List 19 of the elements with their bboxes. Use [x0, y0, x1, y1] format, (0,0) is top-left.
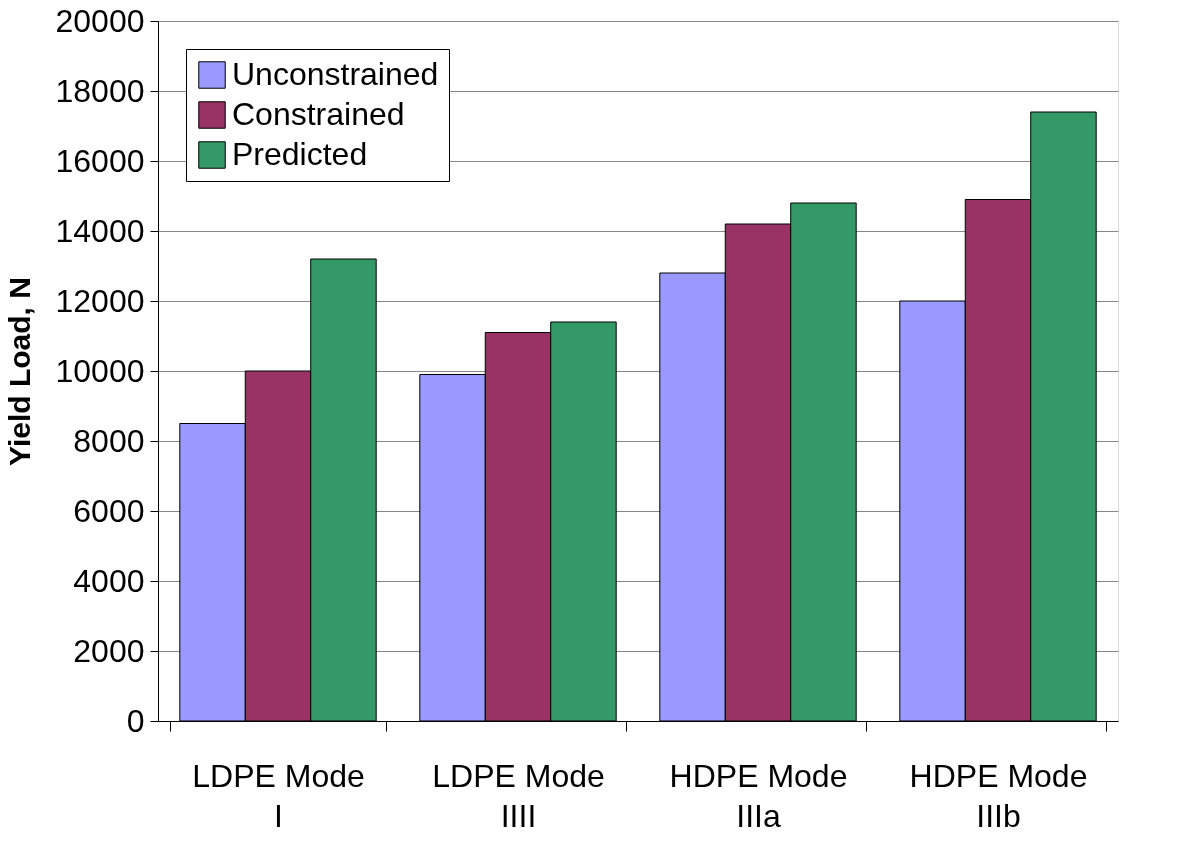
x-tick-label: LDPE Mode I [192, 757, 365, 834]
y-tick-label: 2000 [73, 632, 145, 669]
y-tick-label: 8000 [73, 422, 145, 459]
y-tick-label: 14000 [55, 212, 145, 249]
legend-label: Predicted [232, 136, 368, 172]
y-tick-label: 12000 [55, 282, 145, 319]
y-axis-title: Yield Load, N [2, 277, 36, 466]
x-tick-label: HDPE Mode IIIa [669, 757, 848, 834]
y-tick-label: 6000 [73, 492, 145, 529]
y-tick-label: 18000 [55, 72, 145, 109]
x-tick-label: LDPE Mode IIII [432, 757, 605, 834]
y-tick-label: 10000 [55, 352, 145, 389]
y-tick-label: 20000 [55, 2, 145, 39]
legend-label: Constrained [232, 96, 405, 132]
legend-label: Unconstrained [232, 56, 439, 92]
y-tick-label: 4000 [73, 562, 145, 599]
x-tick-label: HDPE Mode IIIb [909, 757, 1088, 834]
y-tick-label: 0 [126, 702, 145, 739]
y-tick-label: 16000 [55, 142, 145, 179]
